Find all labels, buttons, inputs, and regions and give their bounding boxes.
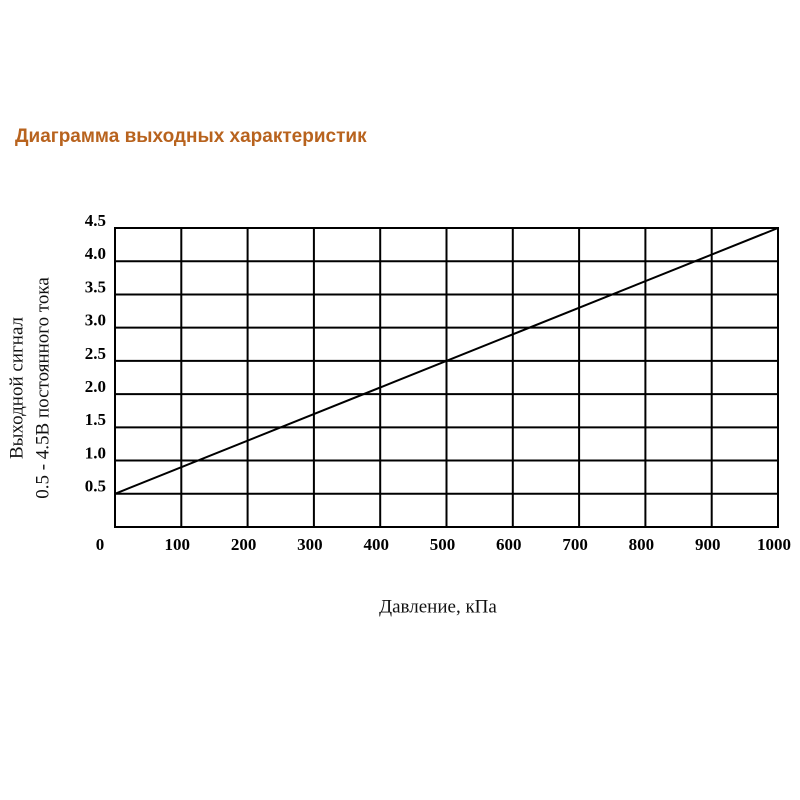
x-tick-label: 700 (562, 535, 588, 554)
y-tick-label: 4.0 (85, 244, 106, 263)
x-tick-label: 100 (165, 535, 191, 554)
y-tick-label: 1.5 (85, 410, 106, 429)
y-tick-label: 0.5 (85, 477, 106, 496)
y-axis-label: Выходной сигнал (6, 316, 27, 459)
y-tick-label: 3.0 (85, 311, 106, 330)
x-tick-label: 900 (695, 535, 721, 554)
x-tick-label: 500 (430, 535, 456, 554)
x-tick-label: 0 (96, 535, 105, 554)
y-tick-label: 3.5 (85, 277, 106, 296)
x-tick-label: 800 (629, 535, 655, 554)
x-tick-label: 300 (297, 535, 323, 554)
x-tick-label: 200 (231, 535, 257, 554)
y-tick-label: 1.0 (85, 443, 106, 462)
y-tick-label: 2.0 (85, 377, 106, 396)
x-tick-label: 400 (363, 535, 389, 554)
y-tick-label: 2.5 (85, 344, 106, 363)
x-axis-label: Давление, кПа (379, 596, 497, 617)
y-axis-label: 0.5 - 4.5В постоянного тока (32, 277, 53, 499)
x-tick-label: 1000 (757, 535, 791, 554)
x-tick-label: 600 (496, 535, 522, 554)
data-line (114, 227, 779, 495)
y-tick-label: 4.5 (85, 211, 106, 230)
chart-title: Диаграмма выходных характеристик (15, 126, 367, 147)
